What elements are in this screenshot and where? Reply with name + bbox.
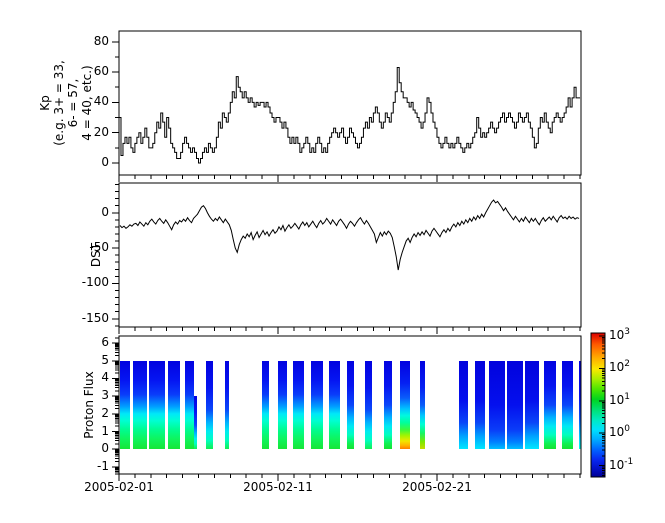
kp-panel-frame bbox=[118, 30, 582, 176]
proton-flux-stripe bbox=[420, 360, 426, 450]
dst-ytick-label: 0 bbox=[101, 204, 109, 219]
xtick-label-date: 2005-02-21 bbox=[402, 480, 472, 494]
proton-flux-stripe bbox=[132, 360, 147, 450]
dst-ytick-label: -100 bbox=[81, 275, 109, 290]
proton-flux-stripe bbox=[383, 360, 392, 450]
kp-ytick-label: 60 bbox=[93, 64, 109, 79]
proton-ytick-label: 0 bbox=[101, 441, 109, 456]
proton-flux-heatmap bbox=[119, 336, 581, 474]
kp-ytick-label: 20 bbox=[93, 124, 109, 139]
kp-ytick-label: 80 bbox=[93, 33, 109, 48]
colorbar-frame bbox=[590, 332, 606, 478]
proton-flux-stripe bbox=[149, 360, 166, 450]
proton-flux-stripe bbox=[205, 360, 214, 450]
proton-flux-stripe bbox=[489, 360, 506, 450]
proton-ytick-label: -1 bbox=[97, 458, 109, 473]
dst-ytick-label: -150 bbox=[81, 310, 109, 325]
proton-ytick-label: 2 bbox=[101, 405, 109, 420]
kp-ytick-label: 0 bbox=[101, 155, 109, 170]
proton-flux-stripe bbox=[293, 360, 305, 450]
proton-panel-frame bbox=[118, 335, 582, 475]
colorbar-tick-label: 100 bbox=[609, 424, 631, 440]
dst-panel-frame bbox=[118, 182, 582, 328]
colorbar-gradient bbox=[591, 333, 605, 477]
proton-flux-stripe bbox=[224, 360, 229, 450]
proton-flux-stripe bbox=[543, 360, 557, 450]
proton-flux-stripe bbox=[346, 360, 355, 450]
proton-flux-stripe bbox=[525, 360, 540, 450]
kp-data-line bbox=[119, 67, 581, 164]
colorbar-tick-label: 10-1 bbox=[609, 456, 634, 472]
proton-ytick-label: 5 bbox=[101, 352, 109, 367]
xtick-label-date: 2005-02-11 bbox=[243, 480, 313, 494]
dst-ytick-label: -50 bbox=[89, 240, 109, 255]
colorbar-tick-label: 101 bbox=[609, 391, 631, 407]
proton-flux-stripe bbox=[185, 360, 195, 450]
proton-flux-stripe bbox=[261, 360, 269, 450]
proton-flux-stripe bbox=[400, 360, 410, 450]
kp-ytick-label: 40 bbox=[93, 94, 109, 109]
proton-ytick-label: 4 bbox=[101, 370, 109, 385]
dst-data-line bbox=[119, 199, 580, 271]
proton-flux-stripe bbox=[475, 360, 485, 450]
proton-flux-stripe bbox=[578, 360, 581, 450]
proton-ytick-label: 3 bbox=[101, 388, 109, 403]
proton-ytick-label: 1 bbox=[101, 423, 109, 438]
colorbar-tick-label: 103 bbox=[609, 327, 631, 342]
kp-axis-label-line: Kp bbox=[38, 95, 52, 111]
proton-flux-stripe bbox=[329, 360, 340, 450]
proton-ytick-label: 6 bbox=[101, 335, 109, 350]
proton-flux-stripe bbox=[194, 396, 197, 450]
proton-flux-stripe bbox=[167, 360, 181, 450]
proton-flux-stripe bbox=[506, 360, 523, 450]
proton-flux-stripe bbox=[459, 360, 468, 450]
proton-flux-stripe bbox=[364, 360, 373, 450]
colorbar-tick-label: 102 bbox=[609, 359, 631, 375]
proton-flux-stripe bbox=[277, 360, 287, 450]
proton-flux-stripe bbox=[561, 360, 573, 450]
xtick-label-date: 2005-02-01 bbox=[84, 480, 154, 494]
proton-flux-stripe bbox=[119, 360, 131, 450]
proton-flux-stripe bbox=[311, 360, 323, 450]
